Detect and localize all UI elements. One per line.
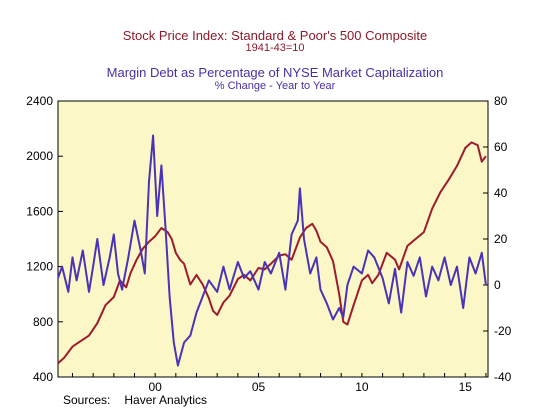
right-axis-tick-label: 60 [494,140,508,154]
right-axis-tick-label: -20 [494,324,512,338]
left-axis-tick-label: 2400 [26,94,53,108]
series1-subtitle: 1941-43=10 [245,42,305,54]
left-axis-tick-label: 400 [33,370,53,384]
left-axis-tick-label: 800 [33,315,53,329]
series1-title: Stock Price Index: Standard & Poor's 500… [122,28,428,43]
left-axis-tick-label: 2000 [26,149,53,163]
x-axis-tick-label: 00 [148,380,162,394]
series2-title: Margin Debt as Percentage of NYSE Market… [106,65,444,80]
right-axis-tick-label: 40 [494,186,508,200]
series2-subtitle: % Change - Year to Year [214,80,336,92]
right-axis-tick-label: 0 [494,278,501,292]
sources-value: Haver Analytics [124,393,208,407]
right-axis-tick-label: 80 [494,94,508,108]
right-axis-tick-label: -40 [494,370,512,384]
left-axis-tick-label: 1600 [26,204,53,218]
right-axis-tick-label: 20 [494,232,508,246]
x-axis-tick-label: 05 [252,380,266,394]
sources-footer: Sources: Haver Analytics [63,393,221,407]
margin-debt-line [57,134,487,367]
x-axis-tick-label: 10 [355,380,369,394]
x-axis-tick-label: 15 [459,380,473,394]
left-axis-tick-label: 1200 [26,260,53,274]
sources-label: Sources: [63,393,111,407]
plot-area [57,100,489,378]
